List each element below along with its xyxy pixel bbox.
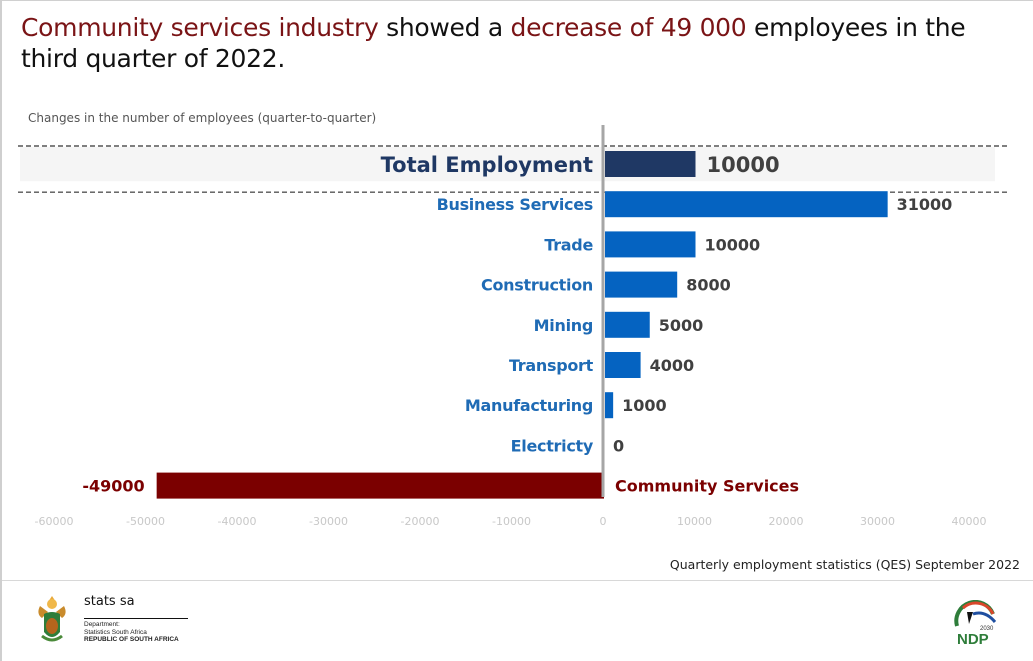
logo-rule <box>84 618 188 619</box>
stats-sa-logo-text: stats sa <box>84 594 135 609</box>
x-tick-label: -30000 <box>309 515 348 528</box>
bar-business-services <box>605 191 888 218</box>
x-tick-label: 20000 <box>769 515 804 528</box>
department-text: Department: Statistics South Africa REPU… <box>84 621 179 644</box>
value-label: 1000 <box>622 396 667 415</box>
category-label: Mining <box>534 316 593 335</box>
bar-trade <box>605 231 696 258</box>
x-tick-label: 10000 <box>677 515 712 528</box>
x-tick-label: -60000 <box>35 515 74 528</box>
category-label: Electricty <box>511 436 594 455</box>
title-highlight-decrease: decrease of 49 000 <box>510 13 747 42</box>
footer-divider <box>2 580 1033 581</box>
category-label: Business Services <box>437 195 593 214</box>
ndp-year: 2030 <box>980 626 994 632</box>
frame-border-left <box>0 0 2 661</box>
category-label: Transport <box>509 356 594 375</box>
x-tick-label: 40000 <box>952 515 987 528</box>
bar-community-services <box>156 472 604 499</box>
total-highlight-band <box>20 147 995 182</box>
category-label: Construction <box>481 276 593 295</box>
source-note: Quarterly employment statistics (QES) Se… <box>669 557 1020 572</box>
bar-mining <box>605 311 650 338</box>
dept-line-2: Statistics South Africa <box>84 628 147 636</box>
value-label: 31000 <box>897 195 953 214</box>
frame-border-top <box>0 0 1033 1</box>
title-highlight-industry: Community services industry <box>21 13 379 42</box>
category-label: Manufacturing <box>465 396 593 415</box>
bar-transport <box>605 352 641 378</box>
x-tick-label: -50000 <box>126 515 165 528</box>
ndp-text: NDP <box>957 631 989 646</box>
dept-line-1: Department: <box>84 621 120 628</box>
value-label: 0 <box>613 436 624 455</box>
x-tick-label: 30000 <box>860 515 895 528</box>
title-text-1: showed a <box>378 13 511 42</box>
chart-subtitle: Changes in the number of employees (quar… <box>28 111 377 125</box>
dept-line-3: REPUBLIC OF SOUTH AFRICA <box>84 636 179 643</box>
coat-of-arms-icon <box>38 596 66 642</box>
ndp-logo-icon: 2030 NDP <box>954 600 997 646</box>
category-label: Total Employment <box>381 153 593 177</box>
bar-construction <box>605 271 678 298</box>
value-label: 10000 <box>707 153 780 177</box>
slide-title: Community services industry showed a dec… <box>21 12 1021 74</box>
value-label: 5000 <box>659 316 704 335</box>
value-label: -49000 <box>82 477 144 496</box>
x-tick-label: 0 <box>600 515 607 528</box>
category-label: Trade <box>544 235 593 254</box>
category-label: Community Services <box>615 477 799 496</box>
value-label: 4000 <box>650 356 695 375</box>
value-label: 10000 <box>705 235 761 254</box>
title-text-2: employees in the third quarter of 2022. <box>21 13 966 73</box>
bar-total-employment <box>605 151 696 177</box>
x-tick-label: -10000 <box>492 515 531 528</box>
value-label: 8000 <box>686 276 731 295</box>
x-tick-label: -20000 <box>401 515 440 528</box>
bar-manufacturing <box>605 392 614 419</box>
x-tick-label: -40000 <box>218 515 257 528</box>
